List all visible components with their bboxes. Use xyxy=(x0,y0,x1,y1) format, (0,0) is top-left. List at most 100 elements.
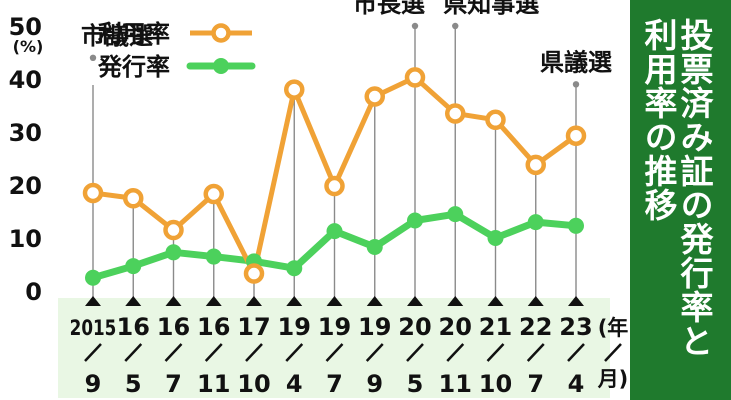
x-tick-month: 4 xyxy=(568,370,585,398)
x-tick-slash xyxy=(164,343,183,362)
x-tick-slash xyxy=(365,343,384,362)
x-tick-month: 11 xyxy=(197,370,230,398)
legend-label-usage: 利用率 xyxy=(98,20,170,48)
annotation-label: 県議選 xyxy=(540,48,612,76)
x-tick-year: 20 xyxy=(398,313,431,341)
issuance-rate-point xyxy=(366,239,383,256)
x-tick-month: 7 xyxy=(527,370,544,398)
y-tick-label: 40 xyxy=(9,66,42,94)
x-tick-marker xyxy=(366,296,383,306)
issuance-rate-point xyxy=(326,223,343,240)
x-tick-slash xyxy=(446,343,465,362)
x-tick-marker xyxy=(165,296,182,306)
x-tick-year: 17 xyxy=(237,313,270,341)
annotation-label: 県知事選 xyxy=(443,0,539,18)
x-tick-month: 7 xyxy=(165,370,182,398)
issuance-rate-point xyxy=(125,258,142,275)
x-tick-slash xyxy=(567,343,585,362)
y-tick-label: 50 xyxy=(9,13,42,41)
usage-rate-point xyxy=(404,67,426,88)
annotation-dot xyxy=(572,81,580,88)
x-tick-month: 11 xyxy=(439,370,472,398)
legend-label-issuance: 発行率 xyxy=(97,53,170,81)
y-tick-label: 30 xyxy=(9,119,42,147)
usage-rate-point xyxy=(565,125,587,146)
x-tick-month: 9 xyxy=(85,370,102,398)
y-tick-label: 20 xyxy=(9,172,42,200)
x-tick-slash xyxy=(406,343,424,362)
usage-rate-point xyxy=(525,154,546,176)
x-tick-slash xyxy=(486,343,505,362)
x-tick-year: 23 xyxy=(559,313,592,341)
x-tick-year: 19 xyxy=(278,313,311,341)
issuance-rate-point xyxy=(527,214,544,231)
x-tick-month: 9 xyxy=(366,370,383,398)
x-tick-marker xyxy=(568,296,584,306)
usage-rate-point xyxy=(284,79,305,100)
annotation-dot xyxy=(89,54,97,61)
issuance-rate-point xyxy=(165,244,182,261)
x-tick-month: 5 xyxy=(125,370,142,398)
x-tick-slash xyxy=(84,343,102,362)
x-tick-year: 19 xyxy=(318,313,351,341)
x-tick-marker xyxy=(326,296,343,306)
x-tick-year: 16 xyxy=(117,313,150,341)
x-tick-slash xyxy=(204,343,223,362)
x-tick-slash xyxy=(124,343,143,362)
x-unit-slash xyxy=(604,343,622,362)
x-tick-year: 22 xyxy=(519,313,552,341)
x-axis-band xyxy=(58,298,610,398)
x-tick-slash xyxy=(325,343,344,362)
title-panel xyxy=(630,0,731,400)
x-tick-year: 16 xyxy=(197,313,230,341)
x-unit-year: (年 xyxy=(598,316,629,340)
annotation-dot xyxy=(452,22,459,30)
x-tick-slash xyxy=(285,343,304,362)
issuance-rate-point xyxy=(205,248,222,265)
x-tick-slash xyxy=(526,343,545,362)
annotation-label: 市議選 xyxy=(81,22,153,50)
x-tick-marker xyxy=(407,296,423,306)
y-tick-label: 10 xyxy=(9,225,42,253)
legend-marker-usage xyxy=(211,23,231,43)
annotation-dot xyxy=(411,22,419,30)
x-tick-month: 7 xyxy=(326,370,343,398)
x-unit-month: 月) xyxy=(597,367,629,391)
annotation-label: 市長選 xyxy=(353,0,425,18)
issuance-rate-point xyxy=(487,230,504,246)
x-tick-marker xyxy=(286,296,303,306)
issuance-rate-point xyxy=(447,206,464,223)
usage-rate-point xyxy=(123,188,144,209)
x-tick-marker xyxy=(85,296,101,306)
x-tick-month: 10 xyxy=(479,370,512,398)
usage-rate-point xyxy=(163,219,184,241)
usage-rate-point xyxy=(203,183,224,205)
x-tick-marker xyxy=(447,296,464,306)
usage-rate-point xyxy=(82,182,104,204)
x-tick-year: 2015 xyxy=(70,316,117,340)
x-tick-marker xyxy=(205,296,222,306)
legend-marker-issuance xyxy=(213,58,229,74)
issuance-rate-point xyxy=(568,217,584,234)
usage-rate-point xyxy=(485,109,506,131)
x-tick-month: 4 xyxy=(286,370,303,398)
x-tick-slash xyxy=(245,343,263,362)
x-tick-year: 19 xyxy=(358,313,391,341)
issuance-rate-point xyxy=(407,212,423,229)
x-tick-year: 21 xyxy=(479,313,512,341)
x-tick-marker xyxy=(527,296,544,306)
x-tick-year: 16 xyxy=(157,313,190,341)
legend-background xyxy=(72,13,258,85)
y-axis-unit-label: (%) xyxy=(13,37,44,56)
x-tick-marker xyxy=(487,296,504,306)
usage-rate-point xyxy=(243,263,265,284)
usage-rate-point xyxy=(364,86,385,107)
x-tick-marker xyxy=(246,296,262,306)
y-tick-label: 0 xyxy=(25,278,42,306)
x-tick-month: 5 xyxy=(407,370,424,398)
x-tick-month: 10 xyxy=(237,370,270,398)
x-tick-marker xyxy=(125,296,142,306)
x-tick-year: 20 xyxy=(439,313,472,341)
